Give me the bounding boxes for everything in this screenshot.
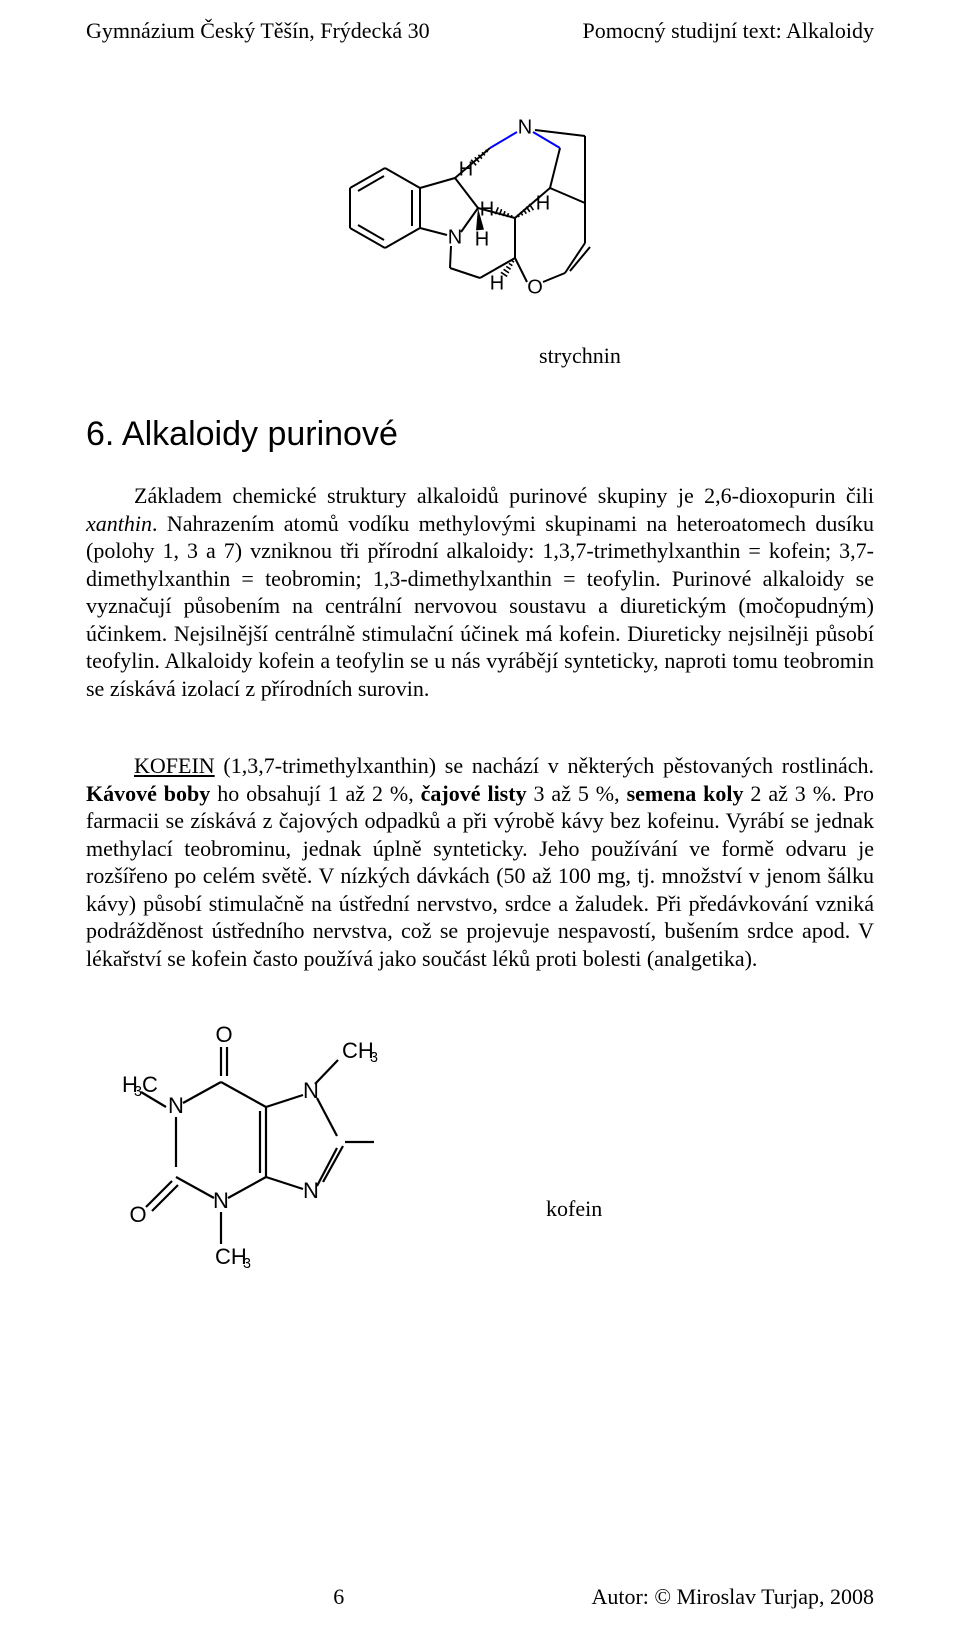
text: ho obsahují 1 až 2 %,: [210, 781, 420, 806]
kofein-figure: NNNNOOH3CCH3CH3 kofein: [86, 1012, 874, 1312]
svg-text:N: N: [448, 226, 462, 248]
section-title: 6. Alkaloidy purinové: [86, 415, 874, 454]
svg-text:O: O: [129, 1202, 146, 1227]
bold-cajove-listy: čajové listy: [421, 781, 527, 806]
page-number: 6: [333, 1584, 344, 1610]
svg-text:O: O: [215, 1022, 232, 1047]
kofein-caption: kofein: [546, 1196, 602, 1222]
page-header: Gymnázium Český Těšín, Frýdecká 30 Pomoc…: [0, 0, 960, 44]
page-content: NNHHHHOH strychnin 6. Alkaloidy purinové…: [0, 78, 960, 1312]
svg-text:H: H: [536, 192, 550, 214]
text: Základem chemické struktury alkaloidů pu…: [134, 483, 874, 508]
bold-kavove-boby: Kávové boby: [86, 781, 210, 806]
svg-text:N: N: [303, 1178, 319, 1203]
svg-text:C: C: [142, 1072, 158, 1097]
text: . Nahrazením atomů vodíku methylovými sk…: [86, 511, 874, 701]
strychnin-figure: NNHHHHOH strychnin: [86, 78, 874, 369]
svg-text:H: H: [475, 228, 489, 250]
svg-text:H: H: [459, 158, 473, 180]
svg-text:3: 3: [134, 1084, 142, 1100]
svg-text:3: 3: [370, 1050, 378, 1066]
header-right: Pomocný studijní text: Alkaloidy: [583, 18, 875, 44]
page: Gymnázium Český Těšín, Frýdecká 30 Pomoc…: [0, 0, 960, 1628]
svg-text:N: N: [518, 116, 532, 138]
bold-semena-koly: semena koly: [627, 781, 744, 806]
text: 2 až 3 %. Pro farmacii se získává z čajo…: [86, 781, 874, 971]
page-footer: 6 Autor: © Miroslav Turjap, 2008: [0, 1584, 960, 1610]
svg-text:N: N: [168, 1093, 184, 1118]
text: 3 až 5 %,: [527, 781, 627, 806]
svg-text:O: O: [527, 276, 543, 298]
spacer: [86, 702, 874, 752]
svg-text:H: H: [490, 272, 504, 294]
svg-text:H: H: [480, 198, 494, 220]
text: (1,3,7-trimethylxanthin) se nachází v ně…: [215, 753, 874, 778]
kofein-underline: KOFEIN: [134, 753, 215, 778]
header-left: Gymnázium Český Těšín, Frýdecká 30: [86, 18, 430, 44]
paragraph-2: KOFEIN (1,3,7-trimethylxanthin) se nachá…: [86, 752, 874, 972]
strychnin-caption: strychnin: [286, 343, 874, 369]
svg-text:N: N: [213, 1188, 229, 1213]
footer-author: Autor: © Miroslav Turjap, 2008: [591, 1584, 874, 1610]
svg-text:3: 3: [243, 1256, 251, 1272]
svg-text:CH: CH: [342, 1038, 374, 1063]
italic-xanthin: xanthin: [86, 511, 152, 536]
kofein-molecule-icon: NNNNOOH3CCH3CH3: [86, 1012, 406, 1312]
strychnin-molecule-icon: NNHHHHOH: [330, 78, 630, 338]
svg-text:CH: CH: [215, 1244, 247, 1269]
paragraph-1: Základem chemické struktury alkaloidů pu…: [86, 482, 874, 702]
